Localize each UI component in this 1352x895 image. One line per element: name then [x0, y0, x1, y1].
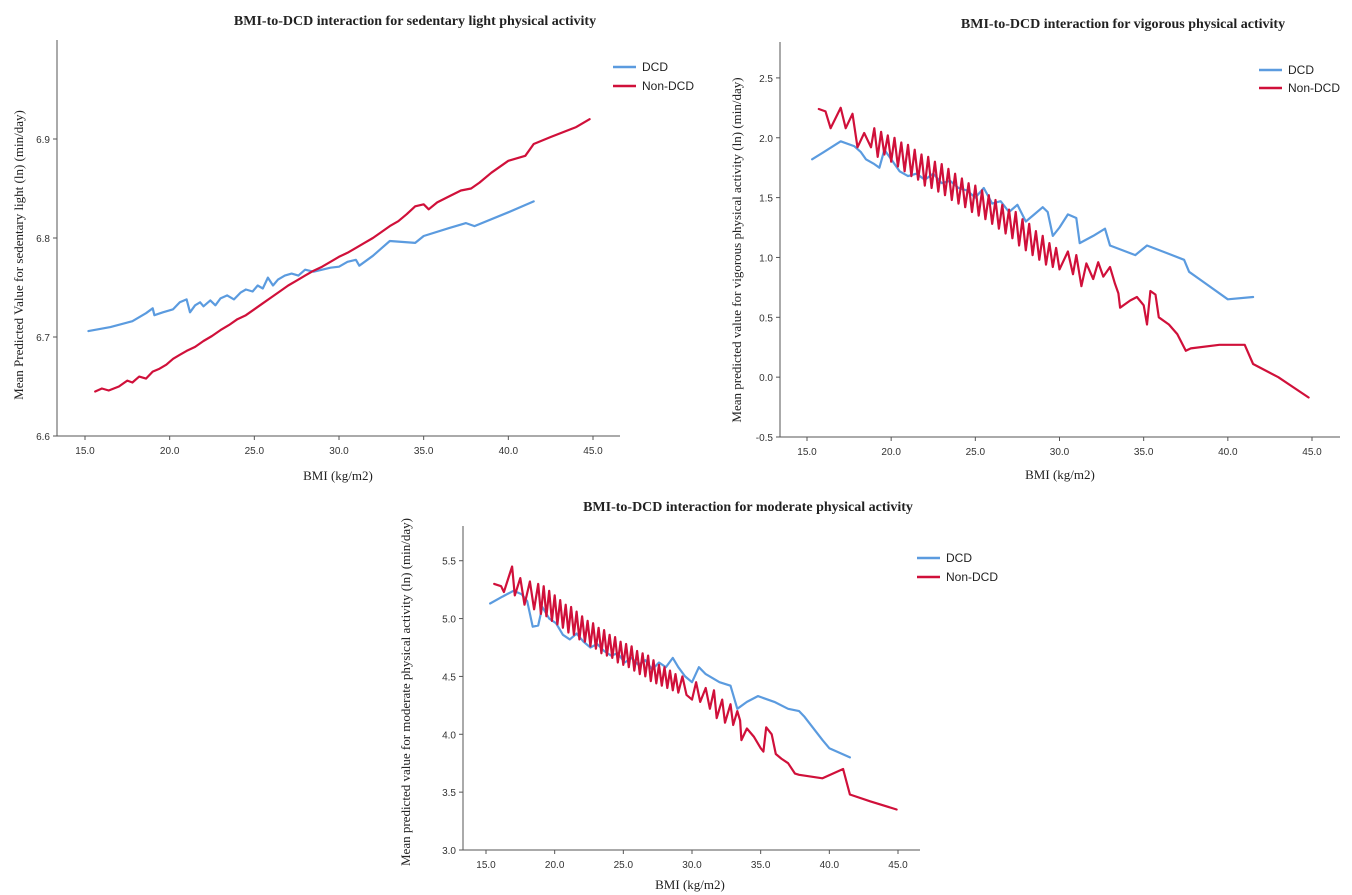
legend-label-dcd: DCD: [642, 60, 668, 74]
y-tick-label: 1.5: [759, 194, 773, 205]
y-tick-label: 6.7: [36, 333, 50, 344]
legend-label-non-dcd: Non-DCD: [1288, 81, 1340, 95]
series-line-non-dcd: [817, 106, 1310, 399]
x-ticks: 15.0 20.0 25.0 30.0 35.0 40.0 45.0: [75, 436, 603, 457]
chart-vigorous: BMI-to-DCD interaction for vigorous phys…: [729, 17, 1340, 482]
chart-sedentary-light: BMI-to-DCD interaction for sedentary lig…: [11, 14, 694, 483]
x-tick-label: 45.0: [888, 860, 908, 871]
series-group: [489, 565, 898, 811]
y-tick-label: 1.0: [759, 253, 773, 264]
x-tick-label: 15.0: [797, 447, 817, 458]
chart-title: BMI-to-DCD interaction for vigorous phys…: [961, 17, 1285, 32]
chart-title: BMI-to-DCD interaction for sedentary lig…: [234, 14, 596, 29]
chart-title: BMI-to-DCD interaction for moderate phys…: [583, 500, 913, 515]
y-tick-label: 2.0: [759, 134, 773, 145]
legend: DCD Non-DCD: [613, 60, 694, 93]
y-tick-label: 4.0: [442, 730, 456, 741]
legend: DCD Non-DCD: [1259, 63, 1340, 95]
legend-label-dcd: DCD: [1288, 63, 1314, 77]
y-tick-label: 2.5: [759, 74, 773, 85]
series-line-non-dcd: [493, 565, 898, 811]
y-ticks: 6.6 6.7 6.8 6.9: [36, 135, 57, 443]
series-line-dcd: [811, 140, 1255, 301]
legend-label-dcd: DCD: [946, 551, 972, 565]
y-axis-label: Mean Predicted Value for sedentary light…: [11, 110, 26, 400]
series-line-dcd: [87, 200, 535, 333]
chart-moderate: BMI-to-DCD interaction for moderate phys…: [398, 500, 998, 892]
x-tick-label: 20.0: [881, 447, 901, 458]
x-axis-label: BMI (kg/m2): [1025, 467, 1095, 482]
y-tick-label: 0.5: [759, 313, 773, 324]
series-group: [87, 118, 591, 393]
x-axis-label: BMI (kg/m2): [303, 468, 373, 483]
y-tick-label: 6.9: [36, 135, 50, 146]
x-tick-label: 45.0: [583, 446, 603, 457]
x-tick-label: 30.0: [329, 446, 349, 457]
y-tick-label: 4.5: [442, 672, 456, 683]
x-tick-label: 40.0: [820, 860, 840, 871]
y-tick-label: 5.0: [442, 615, 456, 626]
series-group: [811, 106, 1310, 399]
y-tick-label: 5.5: [442, 557, 456, 568]
x-tick-label: 20.0: [545, 860, 565, 871]
x-tick-label: 25.0: [245, 446, 265, 457]
x-tick-label: 35.0: [414, 446, 434, 457]
y-tick-label: 3.0: [442, 846, 456, 857]
y-ticks: 3.0 3.5 4.0 4.5 5.0 5.5: [442, 557, 463, 857]
x-axis-label: BMI (kg/m2): [655, 877, 725, 892]
x-tick-label: 45.0: [1302, 447, 1322, 458]
x-ticks: 15.0 20.0 25.0 30.0 35.0 40.0 45.0: [797, 437, 1322, 458]
y-tick-label: 6.6: [36, 432, 50, 443]
x-tick-label: 25.0: [966, 447, 986, 458]
x-tick-label: 35.0: [1134, 447, 1154, 458]
x-tick-label: 15.0: [476, 860, 496, 871]
x-ticks: 15.0 20.0 25.0 30.0 35.0 40.0 45.0: [476, 850, 908, 871]
x-tick-label: 30.0: [682, 860, 702, 871]
y-tick-label: 6.8: [36, 234, 50, 245]
x-tick-label: 40.0: [1218, 447, 1238, 458]
y-axis-label: Mean predicted value for vigorous physic…: [729, 77, 744, 422]
x-tick-label: 40.0: [499, 446, 519, 457]
y-tick-label: 3.5: [442, 788, 456, 799]
y-ticks: -0.5 0.0 0.5 1.0 1.5 2.0 2.5: [756, 74, 780, 444]
x-tick-label: 30.0: [1050, 447, 1070, 458]
series-line-non-dcd: [94, 118, 591, 393]
y-tick-label: -0.5: [756, 433, 774, 444]
legend-label-non-dcd: Non-DCD: [642, 79, 694, 93]
legend-label-non-dcd: Non-DCD: [946, 570, 998, 584]
x-tick-label: 25.0: [614, 860, 634, 871]
y-tick-label: 0.0: [759, 373, 773, 384]
legend: DCD Non-DCD: [917, 551, 998, 584]
x-tick-label: 15.0: [75, 446, 95, 457]
x-tick-label: 35.0: [751, 860, 771, 871]
x-tick-label: 20.0: [160, 446, 180, 457]
y-axis-label: Mean predicted value for moderate physic…: [398, 518, 413, 866]
